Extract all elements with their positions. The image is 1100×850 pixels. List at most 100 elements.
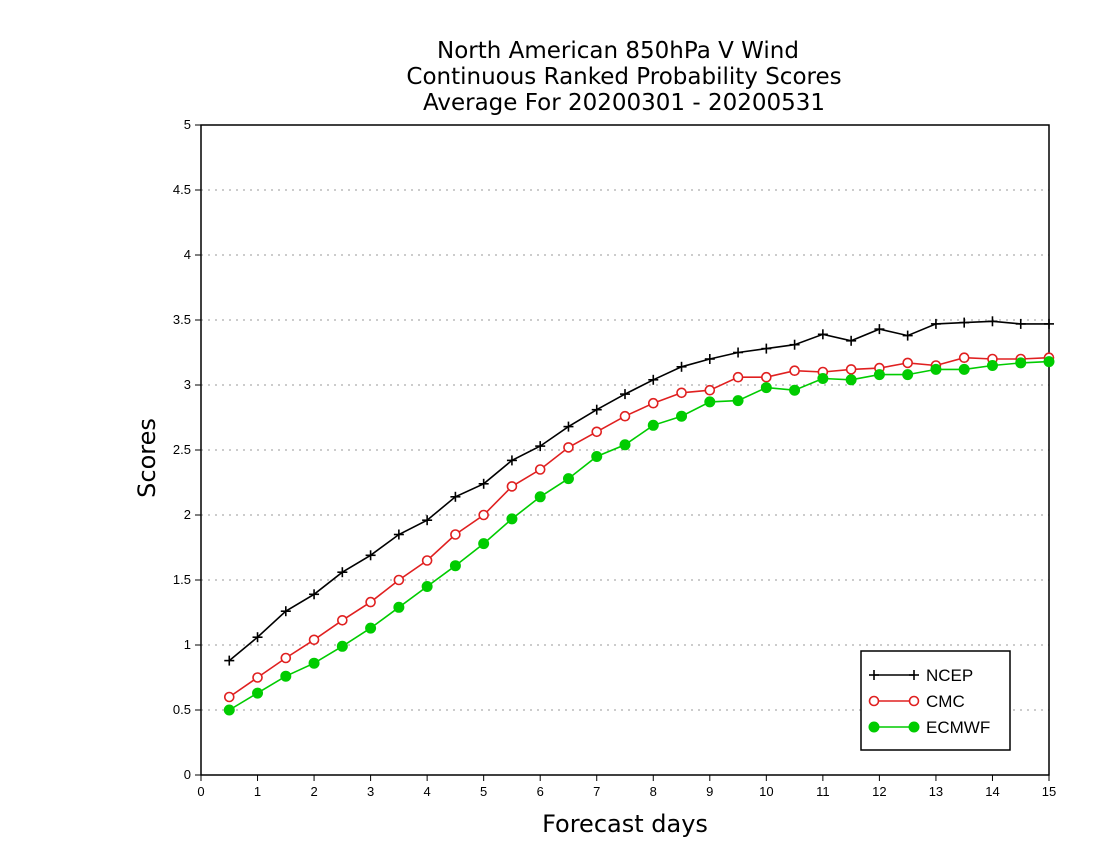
legend-marker [868,695,880,707]
data-point-cmc [337,614,348,626]
data-point-cmc [393,574,405,586]
data-point-ncep [846,335,857,346]
series-ecmwf [223,356,1055,716]
data-point-ncep [874,324,885,335]
x-tick-label: 1 [254,784,261,799]
y-axis-title: Scores [133,418,161,498]
data-point-ecmwf [1015,357,1027,369]
data-point-ncep [1044,318,1054,329]
data-point-ncep [280,606,291,617]
data-point-ecmwf [902,369,914,381]
data-point-ecmwf [308,657,320,669]
data-point-ecmwf [619,439,631,451]
data-point-ncep [535,441,546,452]
data-point-cmc [704,384,716,396]
x-tick-label: 11 [816,784,830,799]
x-tick-label: 3 [367,784,374,799]
data-point-ncep [224,655,235,666]
data-point-ecmwf [534,491,546,503]
data-point-ecmwf [280,670,292,682]
series-cmc [223,352,1055,703]
data-point-ncep [761,343,772,354]
data-point-ecmwf [421,581,433,592]
data-point-ncep [902,330,913,341]
y-tick-label: 1 [184,637,191,652]
data-point-ecmwf [676,410,688,422]
data-point-ncep [478,478,489,489]
data-point-cmc [223,691,235,703]
data-point-cmc [365,596,376,608]
data-point-ecmwf [958,363,970,375]
x-tick-label: 2 [310,784,317,799]
data-point-ecmwf [845,374,857,386]
data-point-cmc [619,410,631,422]
data-point-ecmwf [562,473,574,485]
y-tick-label: 3 [184,377,191,392]
data-point-ecmwf [506,513,518,525]
chart-title: North American 850hPa V Wind Continuous … [406,38,841,116]
data-point-ncep [817,329,828,340]
data-point-ecmwf [732,395,744,407]
legend-item-ncep: NCEP [869,666,973,685]
data-point-ncep [591,404,602,415]
legend-marker [908,721,920,733]
data-point-ncep [676,361,687,372]
data-point-ncep [930,318,941,329]
data-point-cmc [789,365,800,377]
data-point-ecmwf [223,704,235,716]
data-point-ecmwf [873,369,885,381]
data-point-ncep [648,374,659,385]
legend-label: ECMWF [926,718,990,737]
data-point-ncep [252,632,263,643]
x-tick-label: 7 [593,784,600,799]
x-tick-label: 8 [650,784,657,799]
data-point-ecmwf [393,601,405,613]
data-point-ecmwf [647,419,659,431]
y-tick-label: 1.5 [173,572,191,587]
y-tick-label: 5 [184,117,191,132]
data-point-ncep [337,567,348,578]
legend-label: NCEP [926,666,973,685]
legend-marker [869,670,879,680]
series-line-ncep [228,320,1049,662]
data-point-cmc [421,555,433,566]
data-point-ncep [422,515,433,526]
chart-title-line-2: Continuous Ranked Probability Scores [406,64,841,90]
data-point-ncep [620,389,630,400]
legend-label: CMC [926,692,965,711]
data-point-ncep [563,421,574,432]
y-tick-label: 3.5 [173,312,191,327]
data-point-ecmwf [591,451,603,462]
x-tick-label: 6 [537,784,544,799]
data-point-ecmwf [760,382,772,394]
data-point-ncep [1015,318,1026,329]
series [223,316,1055,716]
data-point-cmc [647,397,659,409]
plot-frame [200,124,1050,776]
data-point-cmc [450,529,461,540]
data-point-ncep [959,317,970,328]
data-point-ncep [506,455,517,466]
y-tick-label: 0.5 [173,702,191,717]
data-point-ecmwf [930,363,942,375]
y-tick-label: 2 [184,507,191,522]
data-point-ecmwf [789,384,801,396]
x-tick-label: 13 [929,784,943,799]
data-point-cmc [845,364,857,375]
legend-marker [909,670,919,680]
data-point-ncep [309,589,320,600]
data-point-ncep [393,529,404,540]
x-tick-label: 5 [480,784,487,799]
y-tick-label: 0 [184,767,191,782]
data-point-ncep [789,339,800,350]
legend: NCEP CMC ECMWF [860,650,1011,751]
data-point-ecmwf [1043,356,1055,368]
data-point-ncep [450,491,461,502]
legend-item-ecmwf: ECMWF [868,718,990,737]
data-point-cmc [478,509,489,521]
legend-item-cmc: CMC [868,692,965,711]
x-tick-label: 4 [424,784,431,799]
y-tick-label: 4.5 [173,182,191,197]
data-point-cmc [761,371,772,383]
